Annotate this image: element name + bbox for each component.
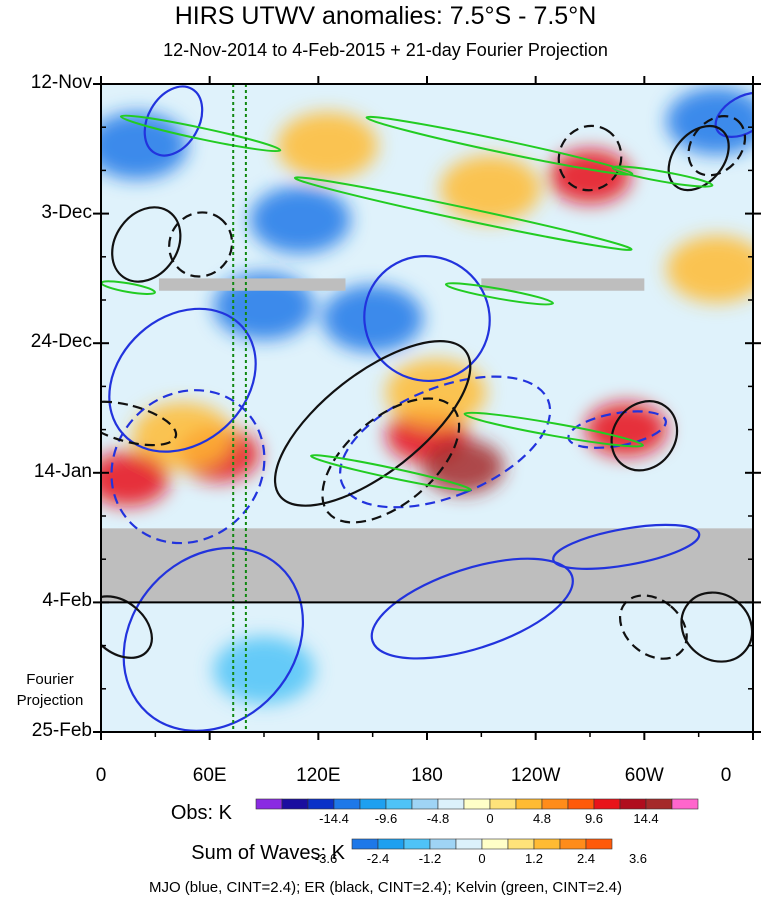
wave-contour-kelvin-28 — [444, 282, 554, 306]
obs-colorbar-box-15 — [645, 798, 673, 810]
x-tick-label-0: 0 — [95, 765, 107, 786]
y-tick-label-4: 4-Feb — [42, 590, 92, 612]
obs-colorbar-box-4 — [359, 798, 387, 810]
anomaly-blob-8 — [101, 451, 169, 507]
wave-contour-mjo-1 — [110, 389, 266, 545]
waves-colorbar-box-1 — [377, 838, 405, 850]
missing-data-1 — [158, 278, 346, 291]
wave-contour-mjo-5 — [339, 375, 552, 509]
wave-contour-er-15 — [687, 115, 747, 177]
x-tick-label-2: 120E — [296, 765, 341, 786]
wave-contour-kelvin-23 — [365, 115, 634, 176]
obs-colorbar-box-12 — [567, 798, 595, 810]
waves-colorbar-box-6 — [507, 838, 535, 850]
waves-colorbar-box-5 — [481, 838, 509, 850]
wave-contour-mjo-9 — [714, 91, 753, 138]
missing-data-2 — [481, 278, 645, 291]
x-tick-label-6: 0 — [720, 765, 732, 786]
wave-contour-kelvin-25 — [611, 165, 714, 188]
obs-colorbar-box-10 — [515, 798, 543, 810]
waves-colorbar-box-0 — [351, 838, 379, 850]
waves-colorbar-label-1: -2.4 — [366, 851, 390, 866]
y-tick-label-2: 24-Dec — [30, 331, 92, 353]
wave-contour-er-13 — [168, 211, 234, 278]
anomaly-blob-12 — [213, 636, 315, 704]
waves-colorbar-box-9 — [585, 838, 613, 850]
obs-colorbar-box-6 — [411, 798, 439, 810]
wave-contour-er-10 — [273, 340, 472, 507]
obs-colorbar-box-11 — [541, 798, 569, 810]
anomaly-blob-9 — [666, 235, 753, 303]
waves-colorbar-label-2: -1.2 — [418, 851, 442, 866]
obs-colorbar-box-14 — [619, 798, 647, 810]
waves-colorbar-label-5: 2.4 — [576, 851, 596, 866]
obs-colorbar-box-13 — [593, 798, 621, 810]
waves-colorbar-box-4 — [455, 838, 483, 850]
chart-title: HIRS UTWV anomalies: 7.5°S - 7.5°N — [174, 2, 597, 30]
x-tick-label-1: 60E — [192, 765, 227, 786]
wave-contour-er-14 — [610, 400, 679, 472]
obs-colorbar-label-4: 4.8 — [532, 811, 552, 826]
obs-colorbar-box-16 — [671, 798, 699, 810]
obs-colorbar-label-3: 0 — [486, 811, 494, 826]
wave-contour-kelvin-22 — [119, 114, 282, 153]
waves-colorbar-box-3 — [429, 838, 457, 850]
x-tick-label-5: 60W — [624, 765, 664, 786]
anomaly-blob-7 — [549, 149, 631, 204]
waves-colorbar-box-7 — [533, 838, 561, 850]
obs-colorbar-label-6: 14.4 — [633, 811, 659, 826]
obs-colorbar-box-3 — [333, 798, 361, 810]
waves-colorbar-label-4: 1.2 — [524, 851, 544, 866]
wave-contour-mjo-3 — [363, 255, 491, 383]
anomaly-blob-1 — [132, 402, 233, 470]
wave-contour-kelvin-24 — [293, 176, 633, 251]
waves-colorbar-box-2 — [403, 838, 431, 850]
obs-colorbar-box-5 — [385, 798, 413, 810]
y-tick-label-5: 25-Feb — [31, 720, 92, 741]
wave-contour-er-12 — [111, 206, 182, 283]
waves-colorbar-label-6: 3.6 — [628, 851, 648, 866]
anomaly-blob-10 — [276, 112, 378, 180]
obs-colorbar-label-2: -4.8 — [426, 811, 450, 826]
y-tick-label-3: 14-Jan — [33, 460, 92, 482]
x-tick-label-3: 180 — [411, 765, 443, 786]
obs-colorbar-title: Obs: K — [170, 802, 232, 824]
waves-colorbar-label-3: 0 — [478, 851, 486, 866]
waves-colorbar-label-0: -3.6 — [314, 851, 338, 866]
wave-contour-kelvin-26 — [463, 411, 644, 448]
wave-contour-mjo-2 — [122, 546, 305, 732]
chart-subtitle: 12-Nov-2014 to 4-Feb-2015 + 21-day Fouri… — [163, 40, 608, 60]
fourier-projection-label: Fourier Projection — [16, 671, 84, 709]
x-tick-label-4: 120W — [510, 765, 561, 786]
anomaly-blob-4 — [385, 358, 487, 427]
obs-colorbar-box-8 — [463, 798, 491, 810]
obs-colorbar-box-7 — [437, 798, 465, 810]
obs-colorbar-box-9 — [489, 798, 517, 810]
anomaly-blob-14 — [101, 112, 188, 180]
obs-colorbar-label-1: -9.6 — [374, 811, 398, 826]
y-tick-label-0: 12-Nov — [30, 72, 92, 93]
wave-contour-mjo-6 — [552, 523, 701, 570]
y-tick-label-1: 3-Dec — [41, 201, 92, 223]
anomaly-blob-16 — [322, 284, 424, 353]
wave-contour-er-16 — [667, 124, 730, 192]
wave-contour-mjo-4 — [370, 557, 574, 660]
obs-colorbar-box-0 — [255, 798, 283, 810]
wave-contour-er-20 — [101, 595, 153, 659]
missing-data-0 — [101, 528, 753, 603]
obs-colorbar-box-2 — [307, 798, 335, 810]
wave-contour-er-11 — [321, 397, 461, 524]
wave-contour-kelvin-27 — [310, 454, 472, 492]
legend-note: MJO (blue, CINT=2.4); ER (black, CINT=2.… — [148, 879, 623, 896]
wave-contour-mjo-8 — [143, 85, 204, 157]
wave-contour-er-21 — [101, 400, 178, 447]
obs-colorbar-label-5: 9.6 — [584, 811, 604, 826]
waves-colorbar-box-8 — [559, 838, 587, 850]
waves-colorbar-title: Sum of Waves: K — [191, 842, 345, 864]
anomaly-blob-13 — [249, 186, 351, 254]
obs-colorbar-label-0: -14.4 — [319, 811, 349, 826]
obs-colorbar-box-1 — [281, 798, 309, 810]
anomaly-blob-6 — [439, 155, 541, 223]
